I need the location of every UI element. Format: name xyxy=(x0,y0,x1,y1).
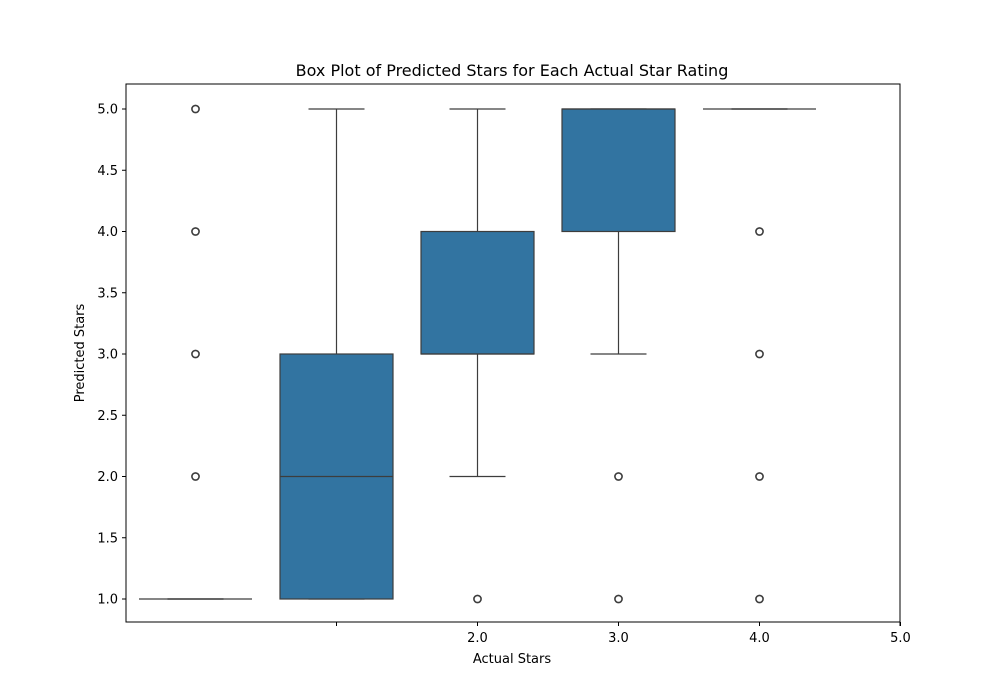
box-group-1.0 xyxy=(139,104,252,600)
box-group-3.0 xyxy=(420,108,535,604)
y-axis: 1.0 1.5 2.0 2.5 3.0 3.5 4.0 4.5 5.0 xyxy=(97,103,126,608)
y-tick-label: 4.0 xyxy=(97,225,118,240)
y-axis-label: Predicted Stars xyxy=(73,303,88,402)
box-iqr xyxy=(561,108,676,233)
outlier-point xyxy=(755,594,764,604)
plot-frame xyxy=(125,83,901,623)
box-group-5.0 xyxy=(703,108,816,604)
x-tick-label: 3.0 xyxy=(608,631,629,646)
y-tick-label: 4.5 xyxy=(97,164,118,179)
y-tick-label: 3.5 xyxy=(97,286,118,301)
x-axis: 2.0 3.0 4.0 5.0 xyxy=(336,622,911,646)
outlier-point xyxy=(473,594,482,604)
x-tick-label: 4.0 xyxy=(749,631,770,646)
outlier-point xyxy=(191,472,200,481)
outlier-point xyxy=(614,472,623,481)
outlier-point xyxy=(755,472,764,481)
y-tick-label: 2.0 xyxy=(97,470,118,485)
y-tick-label: 5.0 xyxy=(97,103,118,118)
box-group-4.0 xyxy=(561,108,676,604)
box-iqr xyxy=(420,230,535,355)
chart-title: Box Plot of Predicted Stars for Each Act… xyxy=(296,61,729,80)
outlier-point xyxy=(191,227,200,236)
y-tick-label: 1.0 xyxy=(97,593,118,608)
x-tick-label: 2.0 xyxy=(467,631,488,646)
box-group-2.0 xyxy=(279,108,394,600)
y-tick-label: 1.5 xyxy=(97,531,118,546)
x-axis-label: Actual Stars xyxy=(473,652,552,667)
y-tick-label: 2.5 xyxy=(97,409,118,424)
outlier-point xyxy=(191,104,200,114)
outlier-point xyxy=(614,594,623,604)
y-tick-label: 3.0 xyxy=(97,348,118,363)
outlier-point xyxy=(755,349,764,359)
outlier-point xyxy=(191,349,200,359)
plot-area xyxy=(139,104,816,604)
outlier-point xyxy=(755,227,764,236)
x-tick-label: 5.0 xyxy=(890,631,911,646)
